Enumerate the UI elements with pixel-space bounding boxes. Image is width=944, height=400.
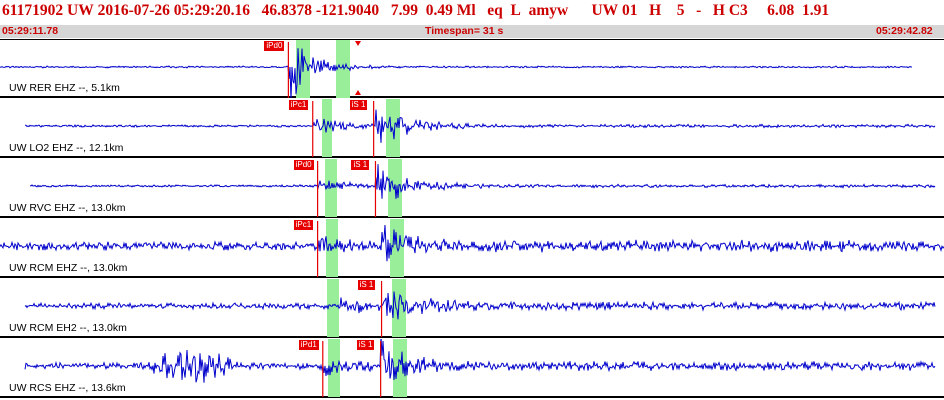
quality: H C3	[712, 2, 748, 19]
channel-panel: iPc1 iS 1 UW LO2 EHZ --, 12.1km	[0, 99, 944, 158]
theoretical-arrival-marker	[355, 90, 361, 95]
end-time: 05:29:42.82	[876, 25, 933, 37]
timespan-label: Timespan=	[425, 25, 480, 37]
author: amyw	[528, 2, 569, 19]
channel-label: UW RCM EHZ --, 13.0km	[9, 262, 128, 274]
magnitude-type: Ml	[456, 2, 476, 19]
channel-panel: iPc1 UW RCM EHZ --, 13.0km	[0, 219, 944, 278]
timespan-value: 31 s	[482, 25, 504, 37]
phase-count: 5	[676, 2, 685, 19]
latitude: 46.8378	[261, 2, 313, 19]
pick-flag[interactable]: iPc1	[293, 220, 314, 230]
start-time: 05:29:11.78	[2, 25, 59, 37]
pick-flag[interactable]: iPd1	[298, 340, 319, 350]
source-network: UW	[591, 2, 619, 19]
channel-panel: iS 1 UW RCM EH2 --, 13.0km	[0, 279, 944, 338]
phase-window	[328, 339, 340, 397]
waveform-plot	[29, 159, 936, 217]
channel-label: UW RVC EHZ --, 13.0km	[9, 202, 126, 214]
value-2: 1.91	[802, 2, 830, 19]
event-header: 61171902 UW 2016-07-26 05:29:20.16 46.83…	[0, 0, 944, 39]
depth-km: 7.99	[390, 2, 418, 19]
theoretical-arrival-marker	[355, 41, 361, 46]
channel-label: UW RER EHZ --, 5.1km	[9, 82, 120, 94]
channel-panel: iPd0 iS 1 UW RVC EHZ --, 13.0km	[0, 159, 944, 218]
seismogram-panels: iPd0 UW RER EHZ --, 5.1km iPc1 iS 1 UW LO2 E…	[0, 39, 944, 400]
channel-label: UW LO2 EHZ --, 12.1km	[9, 142, 124, 154]
waveform-plot	[25, 99, 936, 157]
time-bar: 05:29:11.78 Timespan= 31 s 05:29:42.82	[0, 25, 944, 38]
pick-flag[interactable]: iPd0	[293, 160, 314, 170]
pick-flag[interactable]: iS 1	[357, 280, 376, 290]
dash-field: -	[696, 2, 702, 19]
waveform-plot	[0, 219, 944, 277]
longitude: -121.9040	[315, 2, 380, 19]
phase-window	[393, 339, 407, 397]
phase-window	[386, 99, 400, 157]
waveform-plot	[24, 339, 936, 397]
pick-flag[interactable]: iS 1	[351, 160, 370, 170]
network-code: UW	[67, 2, 94, 19]
origin-datetime: 2016-07-26 05:29:20.16	[97, 2, 251, 19]
waveform-plot	[24, 279, 936, 337]
timespan: Timespan= 31 s	[425, 25, 503, 38]
channel-panel: iPd1 iS 1 UW RCS EHZ --, 13.6km	[0, 339, 944, 398]
seismic-trace	[24, 339, 936, 383]
pick-flag[interactable]: iS 1	[356, 340, 375, 350]
seismic-trace	[29, 164, 936, 199]
magnitude: 0.49	[425, 2, 453, 19]
phase-window	[327, 279, 339, 337]
event-summary-line: 61171902 UW 2016-07-26 05:29:20.16 46.83…	[2, 2, 829, 24]
channel-label: UW RCM EH2 --, 13.0km	[9, 322, 127, 334]
h-flag: H	[649, 2, 662, 19]
value-1: 6.08	[767, 2, 795, 19]
location-flag: L	[510, 2, 521, 19]
pick-flag[interactable]: iS 1	[349, 100, 368, 110]
version: 01	[622, 2, 638, 19]
event-type: eq	[487, 2, 503, 19]
seismic-trace	[0, 224, 944, 262]
pick-flag[interactable]: iPc1	[288, 100, 309, 110]
waveform-plot	[0, 40, 912, 98]
phase-window	[336, 40, 350, 98]
channel-label: UW RCS EHZ --, 13.6km	[9, 382, 126, 394]
pick-flag[interactable]: iPd0	[264, 41, 285, 51]
seismic-trace	[0, 48, 912, 98]
seismic-trace	[24, 291, 936, 320]
channel-panel: iPd0 UW RER EHZ --, 5.1km	[0, 39, 944, 98]
event-id: 61171902	[2, 2, 64, 19]
seismic-trace	[25, 109, 936, 143]
